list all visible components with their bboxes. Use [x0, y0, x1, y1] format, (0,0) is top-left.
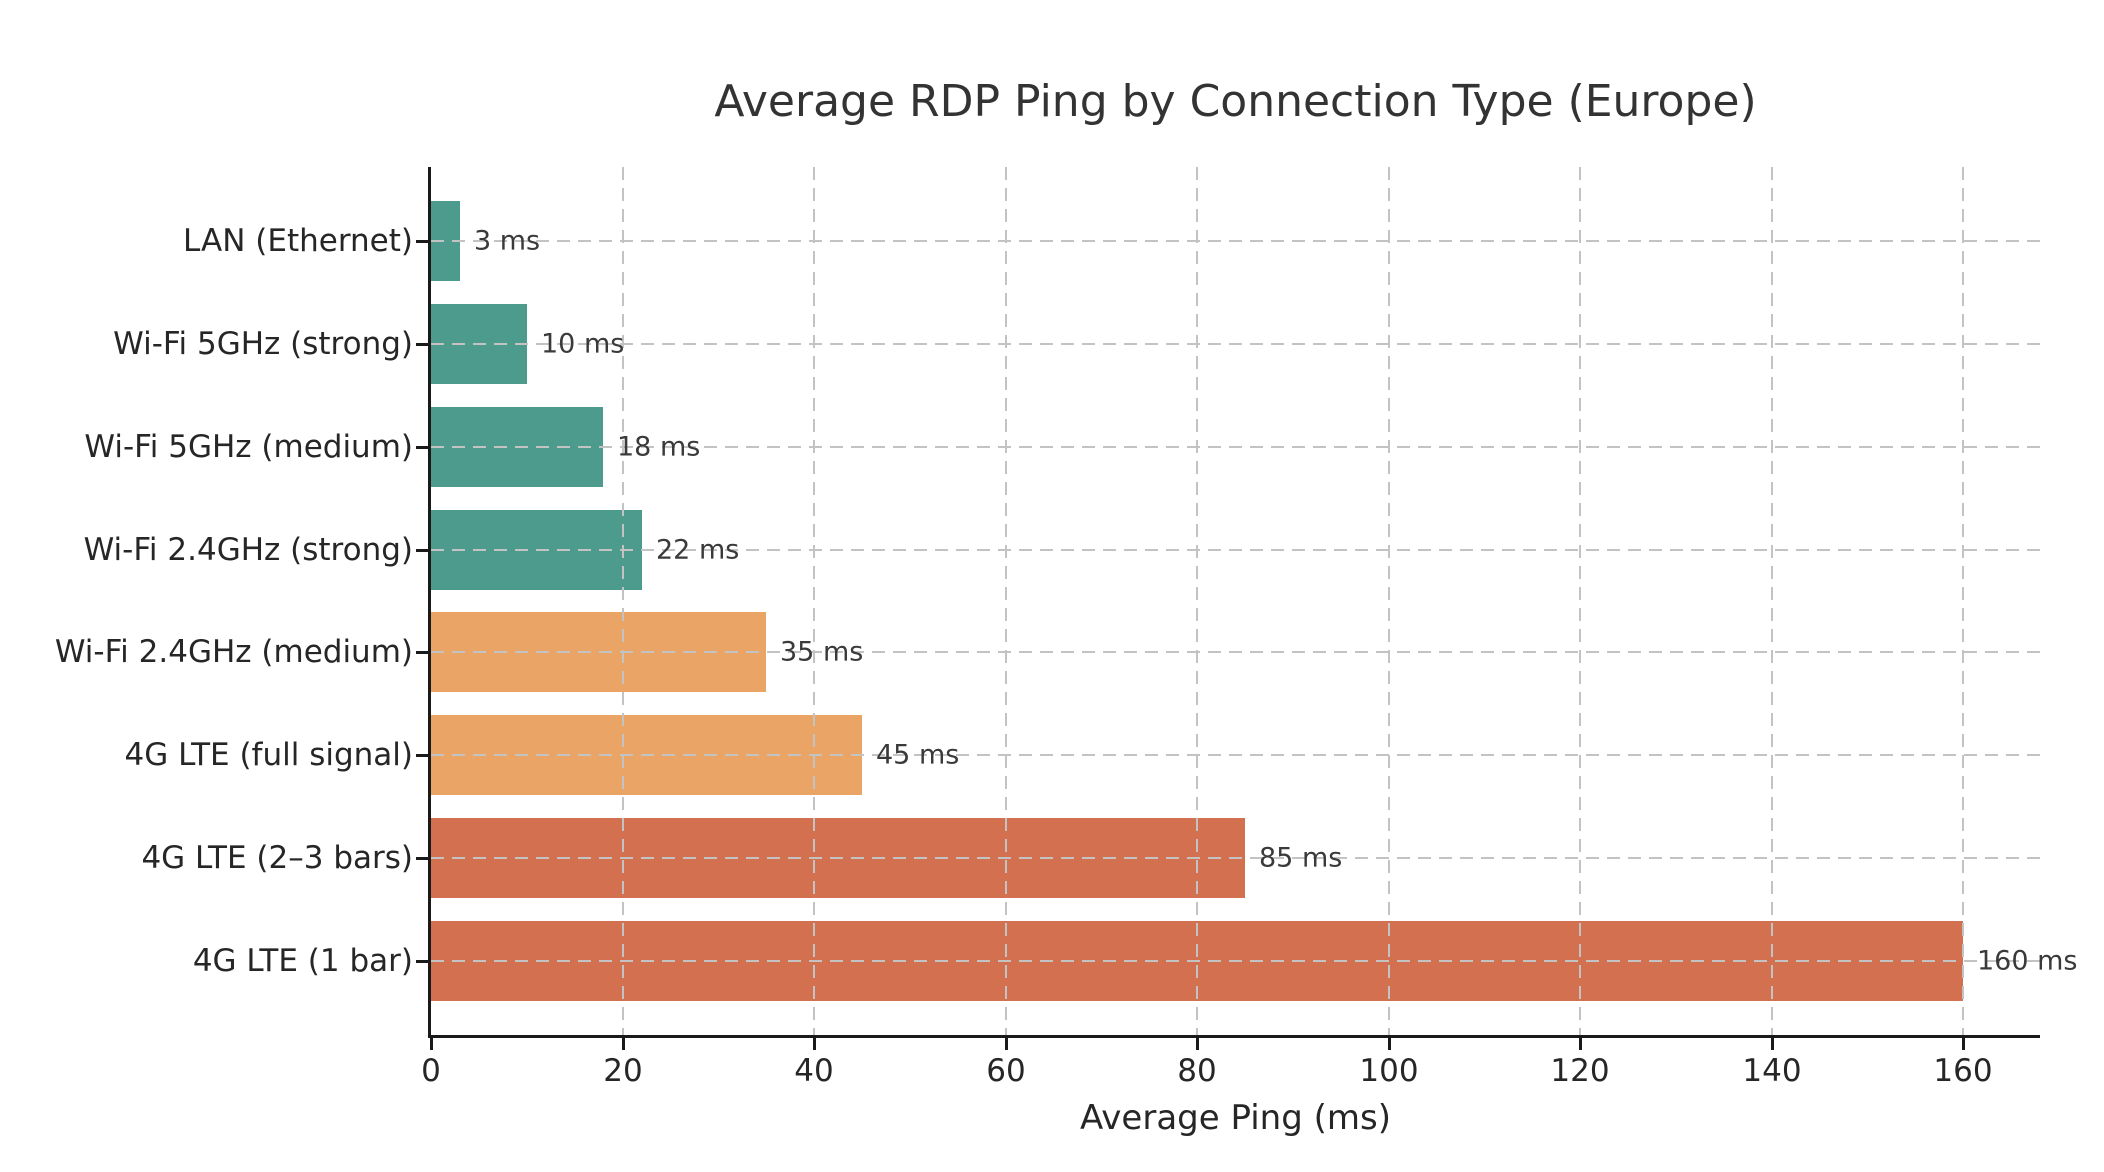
x-tick-label: 140	[1742, 1053, 1802, 1089]
x-tick-mark	[430, 1038, 433, 1050]
chart-title: Average RDP Ping by Connection Type (Eur…	[714, 76, 1757, 127]
h-gridline	[431, 960, 2040, 962]
y-tick-label: 4G LTE (2–3 bars)	[141, 840, 413, 876]
x-tick-mark	[1196, 1038, 1199, 1050]
v-gridline	[1196, 167, 1198, 1035]
y-tick-label: Wi-Fi 2.4GHz (medium)	[54, 634, 413, 670]
y-tick-mark	[416, 856, 428, 860]
bar-value-label: 85 ms	[1259, 842, 1343, 874]
v-gridline	[1388, 167, 1390, 1035]
y-tick-label: Wi-Fi 5GHz (medium)	[84, 429, 413, 465]
y-tick-mark	[416, 753, 428, 757]
bar-value-label: 45 ms	[876, 739, 960, 771]
x-tick-mark	[1771, 1038, 1774, 1050]
x-tick-label: 20	[603, 1053, 643, 1089]
bar-value-label: 3 ms	[474, 225, 541, 257]
y-tick-mark	[416, 650, 428, 654]
x-axis-spine	[428, 1035, 2040, 1038]
h-gridline	[431, 343, 2040, 345]
x-tick-mark	[813, 1038, 816, 1050]
h-gridline	[431, 549, 2040, 551]
bar-value-label: 18 ms	[617, 431, 701, 463]
x-tick-label: 40	[794, 1053, 834, 1089]
v-gridline	[1005, 167, 1007, 1035]
y-axis-spine	[428, 167, 431, 1035]
x-tick-label: 100	[1359, 1053, 1419, 1089]
v-gridline	[813, 167, 815, 1035]
x-tick-mark	[1962, 1038, 1965, 1050]
x-tick-mark	[622, 1038, 625, 1050]
y-tick-label: Wi-Fi 2.4GHz (strong)	[83, 532, 413, 568]
v-gridline	[1579, 167, 1581, 1035]
bar-value-label: 10 ms	[541, 328, 625, 360]
plot-area: 3 ms 10 ms 18 ms 22 ms 35 ms 45 ms 85 ms 160 ms	[416, 167, 2078, 1050]
x-tick-label: 60	[986, 1053, 1026, 1089]
v-gridline	[1771, 167, 1773, 1035]
y-tick-mark	[416, 445, 428, 449]
v-gridline	[622, 167, 624, 1035]
y-tick-mark	[416, 548, 428, 552]
h-gridline	[431, 857, 2040, 859]
x-tick-mark	[1388, 1038, 1391, 1050]
x-tick-label: 160	[1933, 1053, 1993, 1089]
y-tick-mark	[416, 342, 428, 346]
bar-value-label: 35 ms	[780, 636, 864, 668]
x-axis-label: Average Ping (ms)	[1080, 1098, 1391, 1138]
y-tick-label: 4G LTE (1 bar)	[192, 943, 413, 979]
x-tick-label: 0	[421, 1053, 441, 1089]
y-tick-mark	[416, 239, 428, 243]
h-gridline	[431, 754, 2040, 756]
x-tick-mark	[1005, 1038, 1008, 1050]
x-tick-label: 120	[1550, 1053, 1610, 1089]
h-gridline	[431, 651, 2040, 653]
bar-value-label: 22 ms	[656, 534, 740, 566]
y-tick-label: LAN (Ethernet)	[183, 223, 413, 259]
h-gridline	[431, 446, 2040, 448]
h-gridline	[431, 240, 2040, 242]
y-tick-label: 4G LTE (full signal)	[124, 737, 413, 773]
v-gridline	[1962, 167, 1964, 1035]
x-tick-mark	[1579, 1038, 1582, 1050]
y-tick-label: Wi-Fi 5GHz (strong)	[113, 326, 413, 362]
x-tick-label: 80	[1177, 1053, 1217, 1089]
y-tick-mark	[416, 959, 428, 963]
bar-value-label: 160 ms	[1977, 945, 2078, 977]
